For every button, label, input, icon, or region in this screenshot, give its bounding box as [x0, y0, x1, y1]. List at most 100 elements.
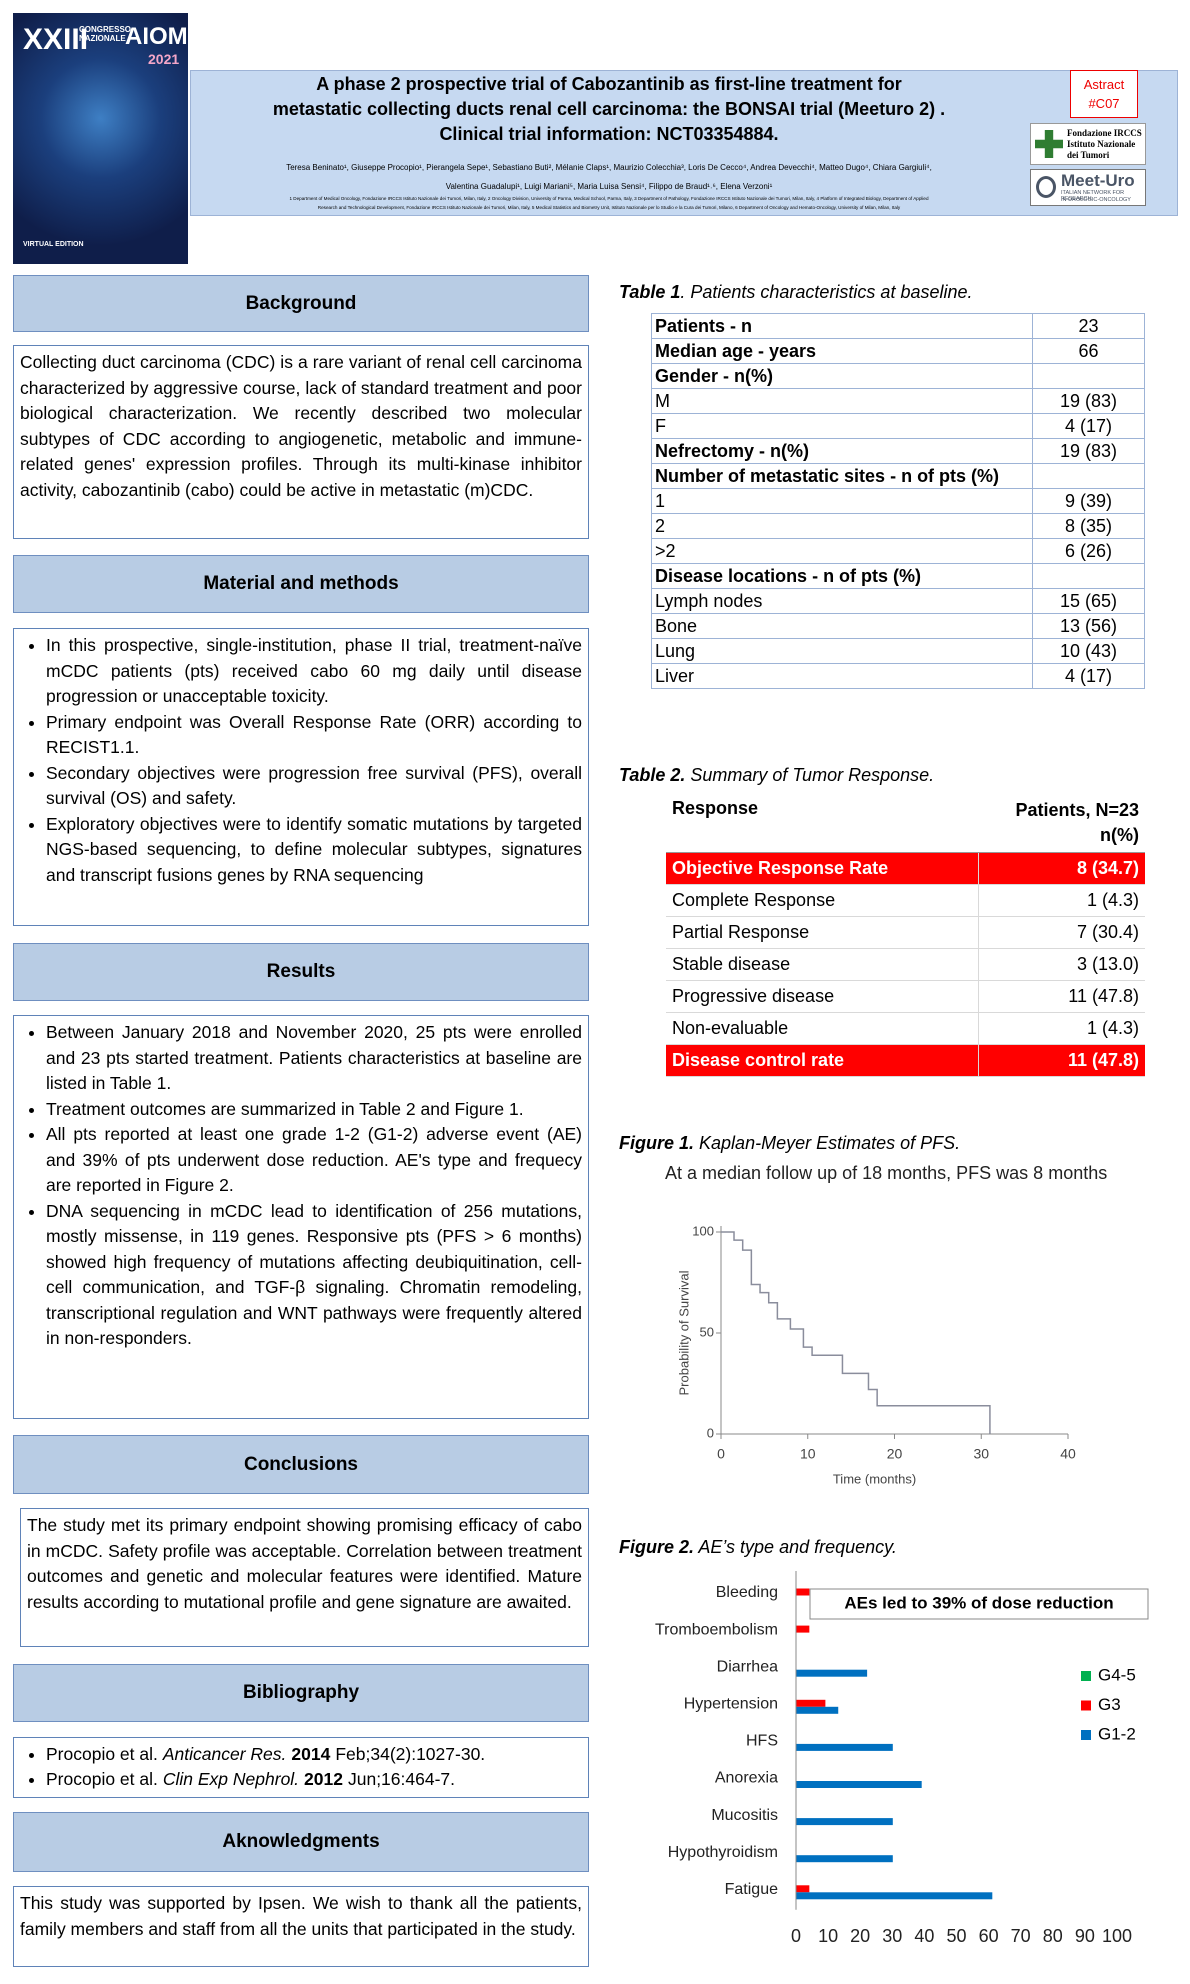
caption-label: Table 2. — [619, 765, 686, 785]
y-tick-label: 100 — [692, 1223, 714, 1238]
logo-text: Meet-Uro — [1061, 171, 1135, 190]
table-row: Disease control rate 11 (47.8) — [666, 1044, 1145, 1077]
table-row: M 19 (83) — [651, 388, 1145, 414]
title-line: Clinical trial information: NCT03354884. — [439, 124, 779, 144]
title-line: A phase 2 prospective trial of Cabozanti… — [316, 74, 902, 94]
row-value: 9 (39) — [1032, 488, 1145, 514]
affiliations: Research and Technological Development, … — [317, 205, 901, 210]
ref-journal: Clin Exp Nephrol. — [162, 1769, 300, 1789]
ref-rest: Feb;34(2):1027-30. — [335, 1744, 486, 1764]
cover-congress: CONGRESSO NAZIONALE — [79, 25, 132, 43]
bullet: Between January 2018 and November 2020, … — [46, 1020, 582, 1097]
bar — [795, 1892, 993, 1900]
section-header: Aknowledgments — [13, 1812, 589, 1872]
section-box: The study met its primary endpoint showi… — [20, 1508, 589, 1647]
x-tick-label: 90 — [1075, 1926, 1095, 1946]
abstract-box: Astract #C07 — [1070, 70, 1138, 118]
reference: Procopio et al.Anticancer Res.2014Feb;34… — [46, 1742, 582, 1767]
row-value: 4 (17) — [1032, 663, 1145, 689]
section-header: Background — [13, 275, 589, 332]
row-value: 15 (65) — [1032, 588, 1145, 614]
caption-text: Summary of Tumor Response. — [690, 765, 935, 785]
caption-text: AE’s type and frequency. — [698, 1537, 897, 1557]
response: Objective Response Rate — [666, 852, 979, 885]
x-tick-label: 30 — [973, 1446, 989, 1462]
row-label: F — [651, 413, 1033, 439]
table-header: Response Patients, N=23 n(%) — [666, 796, 1145, 853]
bullet-list: In this prospective, single-institution,… — [20, 633, 582, 888]
row-value: 6 (26) — [1032, 538, 1145, 564]
section-header: Bibliography — [13, 1664, 589, 1722]
x-tick-label: 0 — [791, 1926, 801, 1946]
bullet: Exploratory objectives were to identify … — [46, 812, 582, 889]
row-label: Bone — [651, 613, 1033, 639]
bar — [795, 1855, 893, 1863]
x-tick-label: 50 — [946, 1926, 966, 1946]
table-row: Number of metastatic sites - n of pts (%… — [651, 463, 1145, 489]
table2: Response Patients, N=23 n(%) Objective Res… — [666, 796, 1145, 1077]
row-value — [1032, 563, 1145, 589]
bar — [795, 1885, 810, 1893]
bar — [795, 1669, 868, 1677]
title-line: metastatic collecting ducts renal cell c… — [272, 99, 946, 119]
bar — [795, 1743, 893, 1751]
figure-caption: Figure 2. AE’s type and frequency. — [619, 1537, 897, 1558]
bar — [795, 1588, 810, 1596]
authors: Teresa Beninato¹, Giuseppe Procopio¹, Pi… — [286, 163, 932, 172]
patients: 11 (47.8) — [978, 980, 1145, 1013]
category-label: Hypothyroidism — [668, 1844, 778, 1861]
row-label: Nefrectomy - n(%) — [651, 438, 1033, 464]
logo-int: Fondazione IRCCS Istituto Nazionale dei … — [1030, 123, 1146, 165]
annotation-box — [809, 1588, 1149, 1620]
table-row: Lymph nodes 15 (65) — [651, 588, 1145, 614]
x-tick-label: 20 — [887, 1446, 903, 1462]
logo-meeturo: Meet-Uro ITALIAN NETWORK FOR RESEARCH IN… — [1030, 169, 1146, 206]
y-tick-label: 0 — [707, 1425, 714, 1440]
row-value — [1032, 463, 1145, 489]
section-box: Collecting duct carcinoma (CDC) is a rar… — [13, 345, 589, 539]
bar — [795, 1706, 839, 1714]
table-row: Median age - years 66 — [651, 338, 1145, 364]
response: Disease control rate — [666, 1044, 979, 1077]
row-value — [1032, 363, 1145, 389]
authors: Valentina Guadalupi¹, Luigi Mariani⁵, Ma… — [445, 182, 773, 191]
legend-swatch — [1081, 1671, 1091, 1681]
title-banner — [190, 70, 1178, 216]
logo-icon — [1036, 176, 1056, 198]
table-row: Lung 10 (43) — [651, 638, 1145, 664]
caption-label: Figure 2. — [619, 1537, 695, 1557]
row-label: 2 — [651, 513, 1033, 539]
ref-year: 2012 — [304, 1769, 343, 1789]
caption-text: Kaplan-Meyer Estimates of PFS. — [699, 1133, 961, 1153]
table-row: Objective Response Rate 8 (34.7) — [666, 852, 1145, 885]
row-label: Disease locations - n of pts (%) — [651, 563, 1033, 589]
patients: 3 (13.0) — [978, 948, 1145, 981]
response: Stable disease — [666, 948, 979, 981]
patients: 8 (34.7) — [978, 852, 1145, 885]
bullet: Primary endpoint was Overall Response Ra… — [46, 710, 582, 761]
table-row: Non-evaluable 1 (4.3) — [666, 1012, 1145, 1045]
abstract-label: Astract — [1083, 77, 1125, 92]
ref-author: Procopio et al. — [46, 1744, 158, 1764]
y-axis-title: Probability of Survival — [676, 1270, 691, 1395]
cover-brand: AIOM — [125, 23, 188, 50]
row-label: Patients - n — [651, 313, 1033, 339]
category-label: Anorexia — [715, 1770, 778, 1787]
row-value: 8 (35) — [1032, 513, 1145, 539]
x-tick-label: 100 — [1102, 1926, 1132, 1946]
bullet-list: Between January 2018 and November 2020, … — [20, 1020, 582, 1352]
bar — [795, 1699, 826, 1707]
bar — [795, 1781, 922, 1788]
logo-text: ITALIAN NETWORK FOR RESEARCH — [1061, 190, 1125, 202]
bullet: DNA sequencing in mCDC lead to identific… — [46, 1199, 582, 1352]
logo-text: Istituto Nazionale — [1067, 139, 1136, 149]
row-value: 19 (83) — [1032, 388, 1145, 414]
cover-edition: XXIII — [23, 23, 89, 56]
table-caption: Table 2. Summary of Tumor Response. — [619, 765, 934, 786]
response: Non-evaluable — [666, 1012, 979, 1045]
x-tick-label: 80 — [1043, 1926, 1063, 1946]
row-label: Lymph nodes — [651, 588, 1033, 614]
